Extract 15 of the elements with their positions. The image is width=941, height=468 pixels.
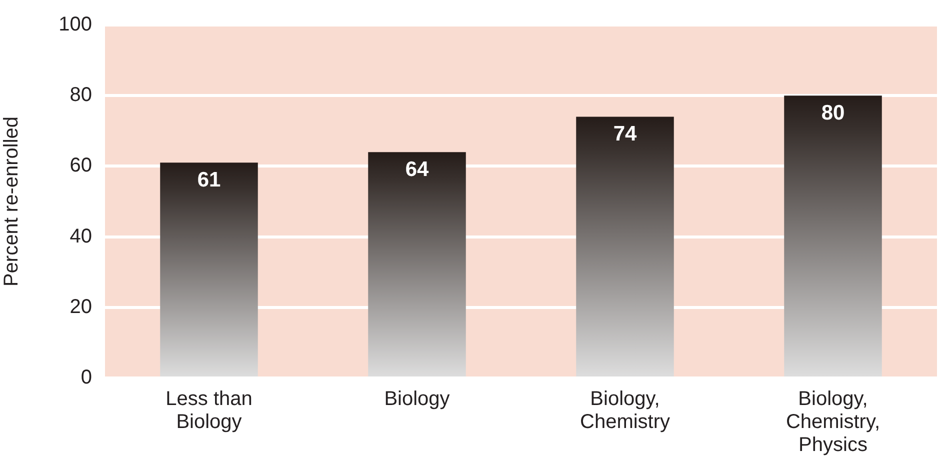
data-label: 80 <box>821 101 845 124</box>
x-tick-label: Less than Biology <box>166 388 252 434</box>
data-label: 61 <box>197 168 221 192</box>
y-tick-label: 40 <box>70 225 92 248</box>
x-tick-label: Biology, Chemistry, Physics <box>786 388 880 456</box>
y-tick-label: 80 <box>70 84 92 106</box>
data-label: 74 <box>613 122 637 146</box>
x-tick-label: Biology, Chemistry <box>580 388 670 434</box>
data-label: 64 <box>405 158 429 181</box>
y-tick-label: 0 <box>80 366 92 389</box>
y-tick-label: 20 <box>70 296 92 318</box>
y-axis-title: Percent re-enrolled <box>0 116 23 287</box>
x-tick-label: Biology <box>384 388 450 410</box>
y-tick-label: 100 <box>58 14 92 36</box>
y-tick-label: 60 <box>70 154 92 177</box>
